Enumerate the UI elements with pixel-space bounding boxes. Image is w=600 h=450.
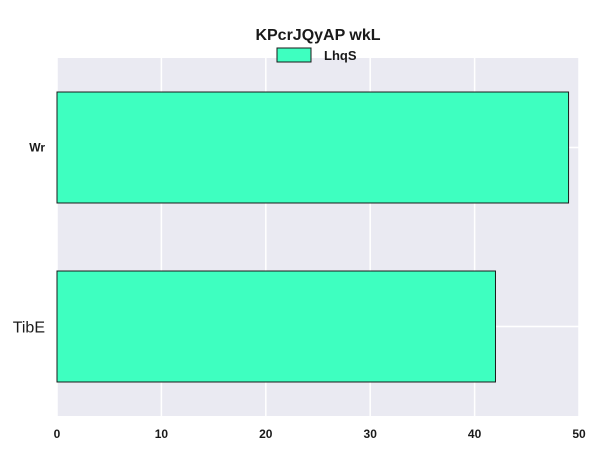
x-tick-labels: 0 10 20 30 40 50 — [54, 427, 586, 441]
y-tick-labels: Wr TibE — [13, 141, 46, 337]
x-tick-label: 10 — [155, 427, 169, 441]
legend-swatch — [276, 47, 312, 63]
y-tick-label: Wr — [29, 141, 45, 155]
bar-TibE — [56, 270, 496, 383]
x-tick-label: 30 — [364, 427, 378, 441]
x-tick-label: 40 — [468, 427, 482, 441]
legend: LhqS — [276, 47, 357, 63]
bars — [56, 91, 570, 383]
chart-title: KPcrJQyAP wkL — [255, 27, 380, 44]
x-tick-label: 20 — [259, 427, 273, 441]
legend-label: LhqS — [324, 48, 357, 63]
y-tick-label: TibE — [13, 320, 45, 337]
x-tick-label: 0 — [54, 427, 61, 441]
bar-Wr — [56, 91, 570, 204]
x-tick-label: 50 — [572, 427, 586, 441]
